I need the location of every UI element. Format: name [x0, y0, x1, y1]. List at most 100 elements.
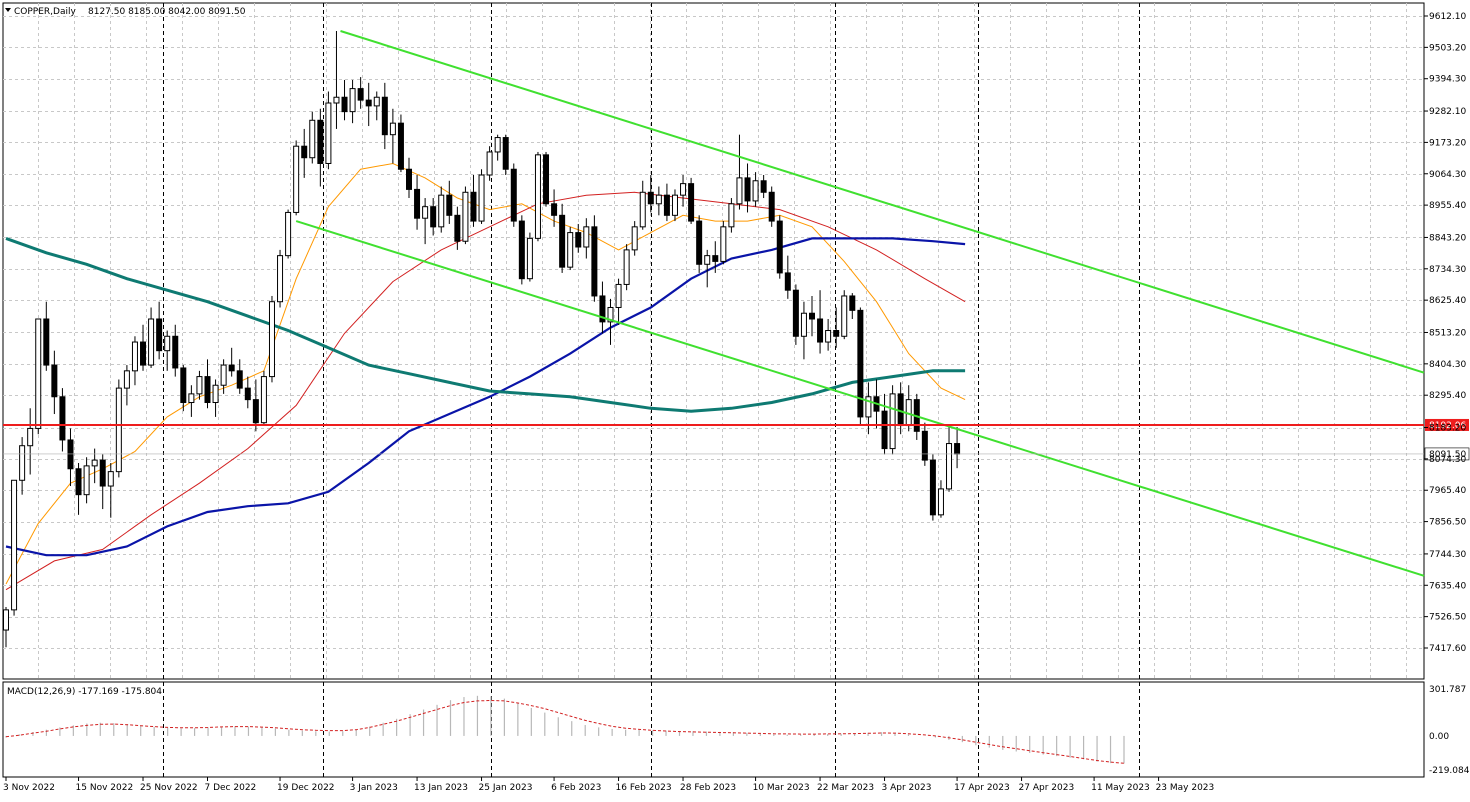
candle-body [107, 471, 114, 487]
candle [696, 215, 703, 273]
candle-body [688, 183, 695, 222]
candle-body [591, 226, 598, 297]
x-tick-label: 19 Dec 2022 [277, 783, 335, 793]
y-tick-label: 9282.10 [1429, 107, 1466, 117]
candle-body [833, 330, 840, 337]
candle [615, 278, 622, 325]
macd-label: MACD(12,26,9) -177.169 -175.804 [7, 687, 162, 697]
candle-body [744, 177, 751, 202]
candle-body [929, 459, 936, 516]
candle-body [518, 220, 525, 280]
candle [180, 365, 187, 412]
candle [897, 382, 904, 435]
candle [534, 151, 541, 242]
candle-body [663, 194, 670, 216]
candle-body [220, 364, 227, 386]
candle-body [478, 174, 485, 222]
candle-body [792, 289, 799, 337]
current-price-label: 8091.50 [1429, 450, 1466, 460]
candle-body [317, 119, 324, 164]
y-tick-label: 9173.20 [1429, 138, 1466, 148]
candle [19, 437, 26, 495]
moving-average-line [5, 191, 966, 591]
candle [494, 134, 501, 161]
candle-body [784, 272, 791, 291]
candle [954, 426, 961, 469]
candle [752, 172, 759, 207]
candle [422, 198, 429, 245]
candle-body [776, 220, 783, 274]
candle-body [599, 295, 606, 323]
candle [946, 425, 953, 492]
candle-body [728, 203, 735, 228]
candle [583, 218, 590, 259]
candle [3, 606, 9, 648]
candle-body [631, 226, 638, 251]
symbol-label: COPPER,Daily [14, 7, 76, 17]
candle-body [921, 430, 928, 461]
candle-body [800, 312, 807, 337]
candle-body [11, 479, 18, 611]
candle-body [583, 226, 590, 248]
candle [510, 163, 517, 227]
candle-body [140, 341, 147, 366]
candle-body [736, 177, 743, 205]
candle-body [333, 96, 340, 104]
candle-body [164, 335, 171, 352]
candle-body [817, 318, 824, 343]
candle-body [470, 191, 477, 222]
x-tick-label: 3 Jan 2023 [350, 783, 398, 793]
candle [317, 108, 324, 187]
candle [825, 318, 832, 351]
candle-body [115, 387, 122, 473]
y-tick-label: 9503.20 [1429, 43, 1466, 53]
candle-body [196, 376, 203, 395]
candle [325, 91, 332, 170]
candle [647, 175, 654, 213]
candle [438, 186, 445, 233]
candle-body [99, 459, 106, 487]
candle [35, 318, 42, 435]
candle [712, 241, 719, 273]
candle-body [19, 445, 26, 481]
candle [389, 108, 396, 164]
channel-trend-line [340, 30, 1425, 374]
candle-body [357, 88, 364, 101]
candle [83, 457, 90, 504]
candle-body [156, 318, 163, 352]
x-tick-label: 25 Jan 2023 [479, 783, 533, 793]
candle-body [752, 180, 759, 202]
candle [43, 301, 50, 371]
candle [841, 290, 848, 340]
candle [849, 293, 856, 319]
candle [164, 330, 171, 371]
candle [446, 180, 453, 224]
candle [309, 111, 316, 164]
candle-body [27, 427, 34, 447]
candle-body [397, 122, 404, 170]
macd-tick-label: 301.787 [1429, 685, 1466, 695]
trend-lines[interactable] [295, 30, 1425, 577]
candle [196, 370, 203, 400]
time-axis: 3 Nov 2022 15 Nov 2022 25 Nov 2022 7 Dec 20… [3, 777, 1214, 793]
candle [704, 249, 711, 288]
candle-body [865, 396, 872, 418]
horizontal-level[interactable]: 8192.06 8091.50 [3, 418, 1470, 461]
candle-body [268, 301, 275, 378]
x-tick-label: 7 Dec 2022 [205, 783, 257, 793]
channel-trend-line [295, 220, 1425, 577]
collapse-triangle-icon[interactable] [5, 8, 11, 12]
candle [599, 281, 606, 334]
x-tick-label: 25 Nov 2022 [140, 783, 198, 793]
candle [720, 221, 727, 265]
candlesticks [3, 31, 961, 648]
candle-body [123, 370, 130, 389]
candle [486, 146, 493, 181]
y-tick-label: 7965.40 [1429, 486, 1466, 496]
x-tick-label: 3 Nov 2022 [3, 783, 55, 793]
moving-average-line [5, 162, 966, 585]
candle-body [881, 410, 888, 450]
candle [607, 298, 614, 345]
